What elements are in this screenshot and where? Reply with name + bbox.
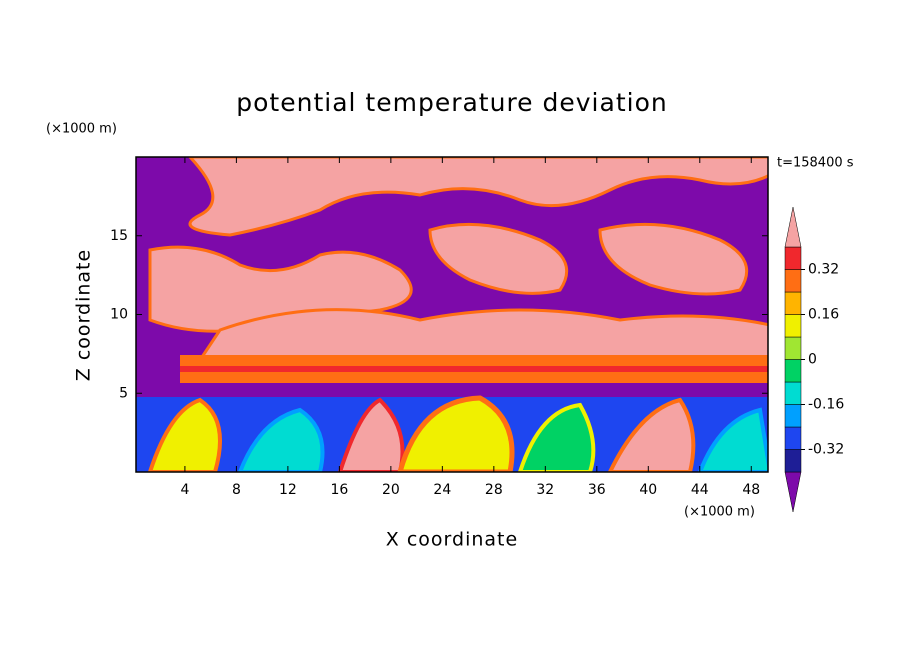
annotation: t=158400 s xyxy=(777,156,854,171)
y-tick-label: 10 xyxy=(110,307,128,323)
x-tick-label: 4 xyxy=(180,482,189,498)
field-pink xyxy=(148,157,768,362)
colorbar-low xyxy=(784,471,802,513)
colorbar-box xyxy=(784,246,802,270)
colorbar-box xyxy=(784,359,802,383)
field-lower-blobs xyxy=(147,395,768,472)
contour-field xyxy=(136,157,768,472)
colorbar-box xyxy=(784,269,802,293)
colorbar-label: 0.32 xyxy=(808,262,839,278)
x-tick-label: 24 xyxy=(433,482,451,498)
colorbar-box xyxy=(784,449,802,473)
colorbar-label: -0.32 xyxy=(808,442,844,458)
y-tick-label: 5 xyxy=(119,385,128,401)
x-tick-label: 32 xyxy=(536,482,554,498)
colorbar-box xyxy=(784,291,802,315)
x-unit: (×1000 m) xyxy=(684,505,755,520)
x-axis-label: X coordinate xyxy=(386,529,518,551)
x-tick-label: 44 xyxy=(691,482,709,498)
x-tick-label: 48 xyxy=(742,482,760,498)
y-tick-label: 15 xyxy=(110,228,128,244)
x-tick-label: 28 xyxy=(485,482,503,498)
x-tick-label: 36 xyxy=(588,482,606,498)
colorbar-box xyxy=(784,404,802,428)
x-tick-label: 16 xyxy=(330,482,348,498)
colorbar-label: -0.16 xyxy=(808,397,844,413)
y-axis-label: Z coordinate xyxy=(73,249,95,381)
colorbar-label: 0 xyxy=(808,352,817,368)
y-unit: (×1000 m) xyxy=(46,122,117,137)
x-tick-label: 12 xyxy=(279,482,297,498)
colorbar-box xyxy=(784,381,802,405)
x-tick-label: 20 xyxy=(382,482,400,498)
colorbar-box xyxy=(784,314,802,338)
x-tick-label: 8 xyxy=(232,482,241,498)
colorbar-box xyxy=(784,336,802,360)
chart-title: potential temperature deviation xyxy=(236,88,667,117)
colorbar-label: 0.16 xyxy=(808,307,839,323)
x-tick-label: 40 xyxy=(639,482,657,498)
colorbar-box xyxy=(784,426,802,450)
field-band-core xyxy=(180,366,768,372)
colorbar-high xyxy=(784,206,802,248)
